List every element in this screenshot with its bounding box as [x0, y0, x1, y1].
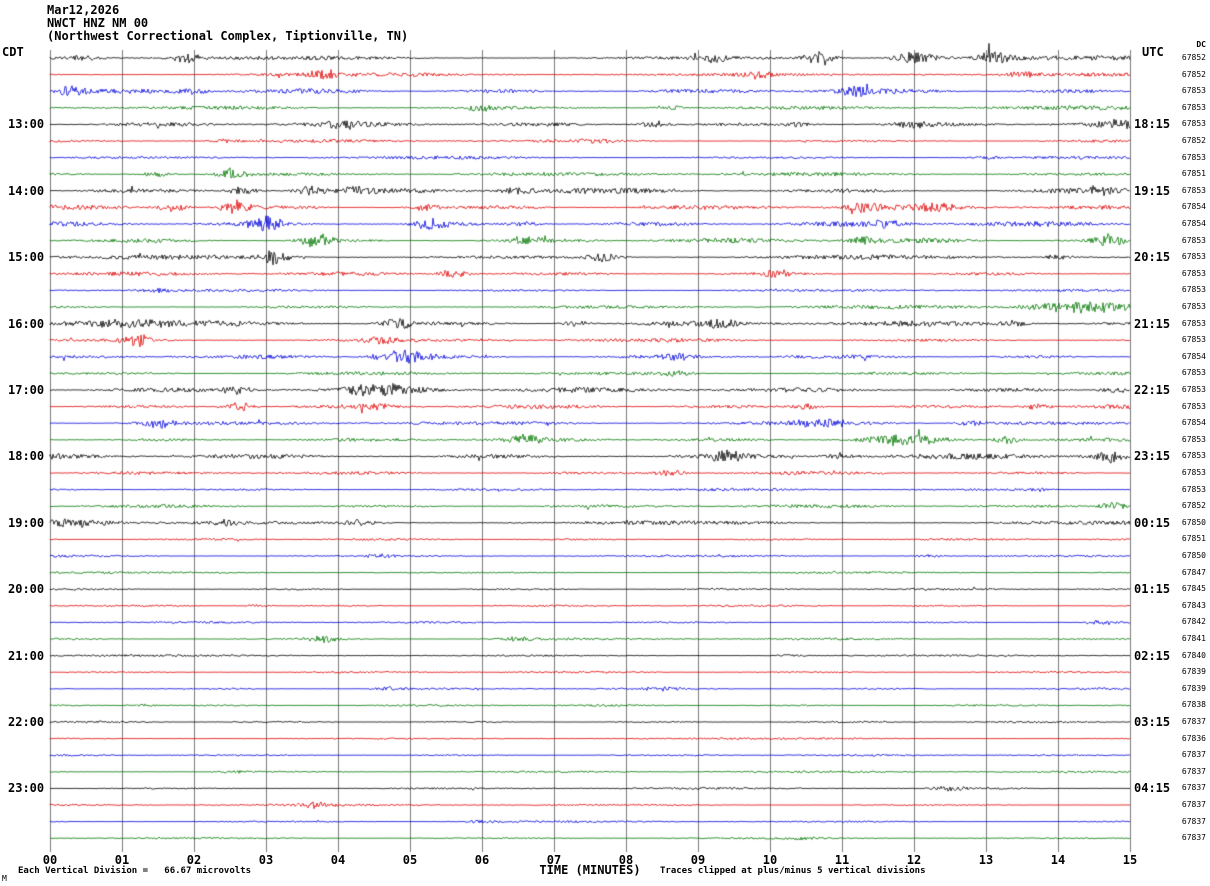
x-tick-label: 02 — [186, 853, 202, 867]
dc-offset-value: 67842 — [1181, 617, 1206, 627]
dc-column-header: DC — [1196, 40, 1206, 49]
x-tick-label: 13 — [978, 853, 994, 867]
x-tick-label: 01 — [114, 853, 130, 867]
dc-offset-value: 67837 — [1181, 750, 1206, 760]
dc-offset-value: 67837 — [1181, 766, 1206, 776]
cdt-hour-label: 18:00 — [8, 449, 45, 464]
cdt-hour-label: 13:00 — [8, 117, 45, 132]
dc-offset-value: 67850 — [1181, 551, 1206, 560]
dc-offset-value: 67852 — [1181, 69, 1206, 79]
utc-hour-label: 01:15 — [1134, 582, 1171, 597]
x-tick-label: 11 — [834, 853, 850, 867]
dc-offset-value: 67854 — [1181, 418, 1206, 428]
cdt-hour-label: 22:00 — [8, 715, 45, 729]
dc-offset-value: 67853 — [1181, 268, 1206, 278]
dc-offset-value: 67839 — [1181, 667, 1206, 677]
x-tick-label: 06 — [474, 853, 490, 867]
x-tick-label: 04 — [330, 853, 346, 867]
cdt-hour-label: 17:00 — [8, 383, 45, 397]
dc-offset-value: 67853 — [1181, 235, 1206, 245]
dc-offset-value: 67852 — [1181, 53, 1206, 62]
x-axis-title: TIME (MINUTES) — [539, 863, 641, 877]
dc-offset-value: 67853 — [1181, 86, 1206, 96]
dc-offset-value: 67837 — [1181, 717, 1206, 726]
dc-offset-value: 67853 — [1181, 468, 1206, 477]
cdt-hour-label: 19:00 — [8, 515, 45, 530]
utc-hour-label: 20:15 — [1134, 250, 1171, 265]
dc-offset-value: 67854 — [1181, 202, 1206, 212]
left-timezone-label: CDT — [2, 45, 24, 59]
dc-offset-value: 67852 — [1181, 501, 1206, 511]
dc-offset-value: 67853 — [1181, 451, 1206, 461]
dc-offset-value: 67837 — [1181, 833, 1206, 843]
x-tick-label: 10 — [762, 853, 778, 867]
dc-offset-value: 67853 — [1181, 119, 1206, 129]
utc-hour-label: 22:15 — [1134, 383, 1171, 397]
dc-offset-value: 67841 — [1181, 634, 1206, 643]
header-location: (Northwest Correctional Complex, Tiption… — [47, 29, 409, 43]
x-tick-label: 05 — [402, 853, 418, 867]
x-tick-label: 08 — [618, 853, 634, 867]
dc-offset-value: 67853 — [1181, 401, 1206, 411]
dc-offset-value: 67853 — [1181, 434, 1206, 444]
dc-offset-value: 67854 — [1181, 219, 1206, 228]
dc-offset-value: 67838 — [1181, 700, 1206, 710]
utc-hour-label: 00:15 — [1134, 515, 1171, 530]
x-tick-label: 09 — [690, 853, 706, 867]
cdt-hour-label: 21:00 — [8, 648, 45, 663]
dc-offset-value: 67839 — [1181, 683, 1206, 693]
footer-scale-note: Each Vertical Division = 66.67 microvolt… — [18, 866, 251, 876]
x-tick-label: 07 — [546, 853, 562, 867]
utc-hour-label: 18:15 — [1134, 117, 1171, 132]
dc-offset-value: 67853 — [1181, 335, 1206, 345]
x-tick-label: 03 — [258, 853, 274, 867]
utc-hour-label: 21:15 — [1134, 316, 1171, 331]
header-date: Mar12,2026 — [47, 3, 120, 17]
dc-offset-value: 67853 — [1181, 385, 1206, 394]
cdt-hour-label: 14:00 — [8, 183, 45, 198]
dc-offset-value: 67837 — [1181, 816, 1206, 826]
dc-offset-value: 67853 — [1181, 484, 1206, 494]
dc-offset-value: 67845 — [1181, 584, 1206, 594]
dc-offset-value: 67837 — [1181, 783, 1206, 793]
dc-offset-value: 67852 — [1181, 136, 1206, 145]
dc-offset-value: 67853 — [1181, 368, 1206, 378]
utc-hour-label: 02:15 — [1134, 648, 1171, 663]
dc-offset-value: 67836 — [1181, 733, 1206, 743]
dc-offset-value: 67840 — [1181, 650, 1206, 660]
utc-hour-label: 19:15 — [1134, 183, 1171, 198]
x-tick-label: 15 — [1122, 853, 1138, 867]
dc-offset-value: 67851 — [1181, 169, 1206, 179]
dc-offset-value: 67853 — [1181, 285, 1206, 295]
dc-offset-value: 67854 — [1181, 351, 1206, 361]
cdt-hour-label: 16:00 — [8, 316, 45, 331]
x-tick-label: 14 — [1050, 853, 1066, 867]
dc-offset-value: 67837 — [1181, 800, 1206, 809]
dc-offset-value: 67847 — [1181, 567, 1206, 577]
cdt-hour-label: 15:00 — [8, 250, 45, 265]
dc-offset-value: 67853 — [1181, 318, 1206, 328]
dc-offset-value: 67853 — [1181, 102, 1206, 112]
corner-mark: M — [2, 874, 7, 883]
cdt-hour-label: 23:00 — [8, 781, 45, 796]
dc-offset-value: 67853 — [1181, 252, 1206, 262]
dc-offset-value: 67851 — [1181, 534, 1206, 544]
right-timezone-label: UTC — [1142, 45, 1164, 59]
footer-clip-note: Traces clipped at plus/minus 5 vertical … — [660, 866, 926, 876]
utc-hour-label: 03:15 — [1134, 715, 1171, 729]
dc-offset-value: 67850 — [1181, 517, 1206, 527]
cdt-hour-label: 20:00 — [8, 582, 45, 597]
header-station: NWCT HNZ NM 00 — [47, 16, 149, 30]
dc-offset-value: 67843 — [1181, 600, 1206, 610]
x-tick-label: 12 — [906, 853, 922, 867]
dc-offset-value: 67853 — [1181, 152, 1206, 162]
utc-hour-label: 23:15 — [1134, 449, 1171, 464]
dc-offset-value: 67853 — [1181, 185, 1206, 195]
x-tick-label: 00 — [42, 853, 58, 867]
utc-hour-label: 04:15 — [1134, 781, 1171, 796]
dc-offset-value: 67853 — [1181, 302, 1206, 311]
